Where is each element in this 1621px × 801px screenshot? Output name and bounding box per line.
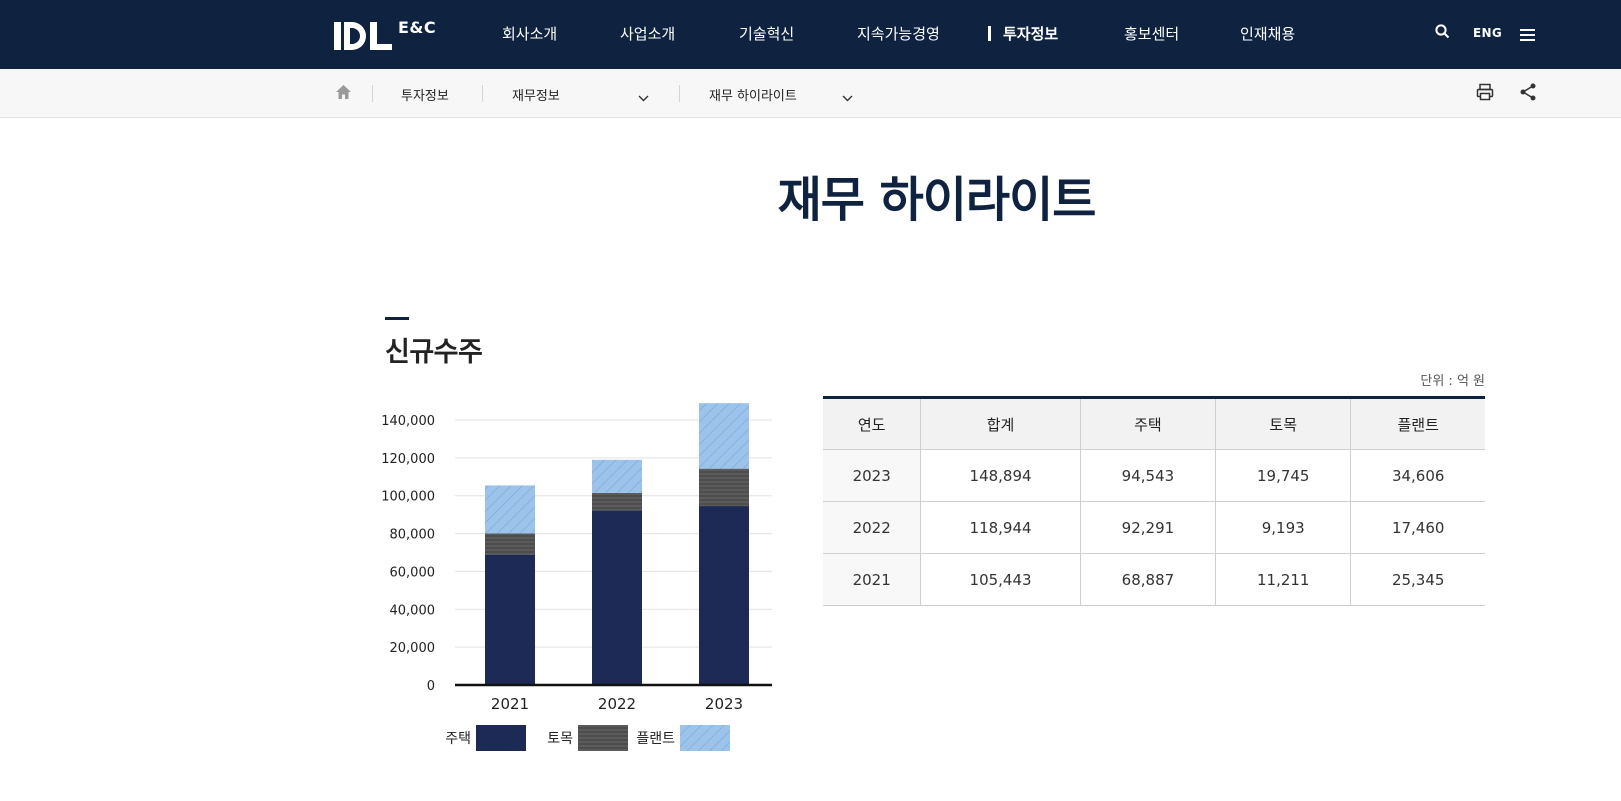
col-header-housing: 주택 [1079,397,1217,450]
x-tick-label: 2023 [705,695,743,713]
print-icon[interactable] [1476,83,1494,105]
menu-icon[interactable] [1520,26,1535,45]
col-header-plant: 플랜트 [1350,397,1485,450]
table-cell: 25,345 [1350,553,1485,606]
x-tick-label: 2022 [598,695,636,713]
bar-segment [699,506,749,685]
legend-label: 주택 [445,731,471,747]
nav-sustainability[interactable]: 지속가능경영 [857,25,940,43]
col-header-civil: 토목 [1215,397,1352,450]
section-accent-bar [385,317,409,320]
y-tick-label: 140,000 [381,414,435,429]
legend-swatch [476,725,526,751]
chart-bars [485,403,749,685]
breadcrumb-divider [482,85,483,102]
table-row: 2021 105,443 68,887 11,211 25,345 [823,553,1485,606]
home-icon[interactable] [335,84,352,104]
table-cell-year: 2023 [823,449,922,502]
nav-business[interactable]: 사업소개 [620,25,676,43]
y-tick-label: 100,000 [381,490,435,505]
table-cell: 94,543 [1079,449,1217,502]
nav-company[interactable]: 회사소개 [502,25,558,43]
section-title: 신규수주 [385,337,483,368]
search-icon[interactable] [1435,24,1450,43]
breadcrumb-level2-select[interactable]: 재무정보 [512,89,560,104]
legend-swatch [578,725,628,751]
y-tick-label: 20,000 [390,641,436,656]
page-title: 재무 하이라이트 [777,172,1097,228]
chevron-down-icon[interactable] [638,87,649,106]
table-cell-year: 2022 [823,501,922,554]
unit-label: 단위 : 억 원 [1420,374,1485,389]
table-cell: 34,606 [1350,449,1485,502]
language-toggle[interactable]: ENG [1473,26,1502,40]
dl-enc-logo[interactable]: E&C [334,18,444,52]
legend-label: 플랜트 [636,731,675,747]
bar-segment [485,533,535,555]
table-cell: 105,443 [920,553,1081,606]
legend-label: 토목 [547,731,573,747]
bar-segment [592,459,642,493]
bar-segment [699,468,749,507]
table-row: 2023 148,894 94,543 19,745 34,606 [823,449,1485,502]
breadcrumb-level3-select[interactable]: 재무 하이라이트 [709,89,797,104]
dl-logo-mark-icon [334,22,392,50]
y-tick-label: 40,000 [390,603,436,618]
table-header-row: 연도 합계 주택 토목 플랜트 [823,397,1485,450]
x-tick-label: 2021 [491,695,529,713]
table-cell: 118,944 [920,501,1081,554]
logo-text: E&C [398,18,437,37]
col-header-year: 연도 [823,397,922,450]
bar-segment [485,485,535,534]
table-cell: 19,745 [1215,449,1352,502]
y-tick-label: 80,000 [390,528,436,543]
table-row: 2022 118,944 92,291 9,193 17,460 [823,501,1485,554]
table-cell-year: 2021 [823,553,922,606]
table-cell: 148,894 [920,449,1081,502]
nav-pr-center[interactable]: 홍보센터 [1124,25,1180,43]
y-tick-label: 0 [427,679,435,694]
new-orders-stacked-bar-chart: 0 20,000 40,000 60,000 80,000 100,000 120,000 1… [381,403,772,751]
table-cell: 9,193 [1215,501,1352,554]
global-header: E&C 회사소개 사업소개 기술혁신 지속가능경영 투자정보 홍보센터 인재채용… [0,0,1621,69]
breadcrumb-level1[interactable]: 투자정보 [401,89,449,104]
bar-segment [485,554,535,685]
table-cell: 92,291 [1079,501,1217,554]
col-header-total: 합계 [920,397,1081,450]
bar-segment [592,510,642,685]
y-tick-label: 120,000 [381,452,435,467]
table-cell: 17,460 [1350,501,1485,554]
legend-swatch [680,725,730,751]
chart-x-axis: 2021 2022 2023 [455,683,772,713]
chart-y-axis: 0 20,000 40,000 60,000 80,000 100,000 120,000 1… [381,414,435,694]
chevron-down-icon[interactable] [842,87,853,106]
breadcrumb-bar: 투자정보 재무정보 재무 하이라이트 [0,69,1621,118]
nav-careers[interactable]: 인재채용 [1240,25,1296,43]
breadcrumb-divider [372,85,373,102]
nav-investor-relations[interactable]: 투자정보 [987,25,1059,43]
chart-legend: 주택 토목 플랜트 [445,725,730,751]
table-cell: 68,887 [1079,553,1217,606]
table-cell: 11,211 [1215,553,1352,606]
bar-segment [592,492,642,511]
share-icon[interactable] [1520,83,1536,105]
bar-segment [699,403,749,469]
y-tick-label: 60,000 [390,565,436,580]
new-orders-table: 연도 합계 주택 토목 플랜트 2023 148,894 94,543 19,7… [823,396,1485,606]
breadcrumb-divider [679,85,680,102]
nav-technology[interactable]: 기술혁신 [739,25,795,43]
